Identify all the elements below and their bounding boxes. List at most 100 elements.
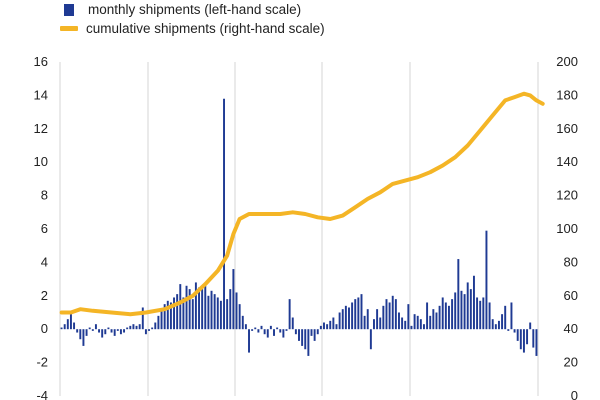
monthly-bar [532,329,535,348]
monthly-bar [257,329,260,333]
monthly-bar [426,302,429,330]
monthly-bar [447,305,450,330]
right-tick-label: 20 [564,355,578,370]
monthly-bar [229,289,232,330]
monthly-bar [113,329,116,336]
monthly-bar [369,329,372,350]
monthly-bar [273,329,275,336]
left-axis: -4 -2 0 2 4 6 8 10 12 14 16 [34,54,48,400]
monthly-bar [307,329,310,356]
monthly-bar [497,320,500,330]
monthly-bar [485,230,488,330]
monthly-bar [316,329,319,335]
monthly-bar [107,327,110,330]
monthly-bar [379,317,382,330]
right-tick-label: 60 [564,288,578,303]
monthly-bar [60,327,63,330]
monthly-bar [504,305,507,330]
monthly-bar [382,305,385,330]
monthly-bar [94,324,97,330]
monthly-bar [488,302,491,330]
monthly-bar [151,327,154,330]
monthly-bar [173,297,175,330]
left-tick-label: 6 [41,221,48,236]
right-tick-label: 160 [556,121,578,136]
legend-label-monthly: monthly shipments (left-hand scale) [88,2,302,17]
left-tick-label: 12 [34,121,48,136]
monthly-bar [123,329,126,333]
monthly-bar [129,325,132,330]
monthly-bar [135,325,138,330]
monthly-bar [513,329,516,333]
monthly-bar [407,304,410,330]
monthly-bar [85,329,88,336]
monthly-bar [254,327,257,330]
right-tick-label: 180 [556,87,578,102]
monthly-bar [441,297,444,330]
monthly-bar [494,324,497,330]
monthly-bar [519,329,522,350]
monthly-bar [282,329,285,338]
monthly-bar [169,302,172,330]
monthly-bar [357,297,360,330]
monthly-bar [216,297,219,330]
monthly-bar [301,329,304,346]
monthly-bar [535,329,538,356]
monthly-bar [298,329,300,341]
monthly-bar [329,320,332,330]
monthly-bar [354,299,357,330]
monthly-bar [223,98,225,330]
monthly-bar [335,324,338,330]
right-tick-label: 40 [564,321,578,336]
legend-label-cumulative: cumulative shipments (right-hand scale) [86,21,325,36]
monthly-bar [516,329,519,341]
monthly-bar [185,285,188,330]
monthly-bar [385,299,388,330]
monthly-bar [98,329,101,333]
monthly-bar [266,329,269,338]
monthly-bar [398,312,400,330]
monthly-bar [338,312,341,330]
monthly-bar [391,295,394,330]
monthly-bar [232,269,235,330]
monthly-bar [291,317,294,330]
monthly-bar [116,329,119,331]
grid-lines [59,62,539,396]
monthly-bar [435,312,438,330]
monthly-bar [423,324,425,330]
monthly-bar [207,295,210,330]
monthly-bar [376,309,379,330]
monthly-bar [476,297,479,330]
monthly-bar [213,294,216,330]
monthly-bar [235,292,238,330]
monthly-bar [460,290,463,330]
monthly-bar [76,329,79,333]
right-tick-label: 200 [556,54,578,69]
monthly-bar [310,329,313,336]
monthly-bar [432,309,435,330]
legend-item-cumulative: cumulative shipments (right-hand scale) [60,19,325,38]
monthly-bar [269,325,272,330]
monthly-bar [510,302,513,330]
monthly-bar [276,327,279,330]
monthly-bar [166,300,169,330]
monthly-bars [60,98,538,356]
monthly-bar [132,324,135,330]
monthly-bar [482,297,485,330]
monthly-bar [466,282,469,330]
monthly-bar [69,312,72,330]
right-tick-label: 0 [571,388,578,400]
monthly-bar [451,299,454,330]
monthly-bar [285,329,288,331]
monthly-bar [373,319,375,330]
monthly-bar [63,324,66,330]
monthly-bar [491,319,494,330]
monthly-bar [219,300,222,330]
monthly-bar [410,325,413,330]
monthly-bar [304,329,307,350]
left-tick-label: 14 [34,87,48,102]
monthly-bar [323,322,325,330]
monthly-bar [144,329,147,335]
legend-item-monthly: monthly shipments (left-hand scale) [62,0,325,19]
monthly-bar [198,287,200,330]
